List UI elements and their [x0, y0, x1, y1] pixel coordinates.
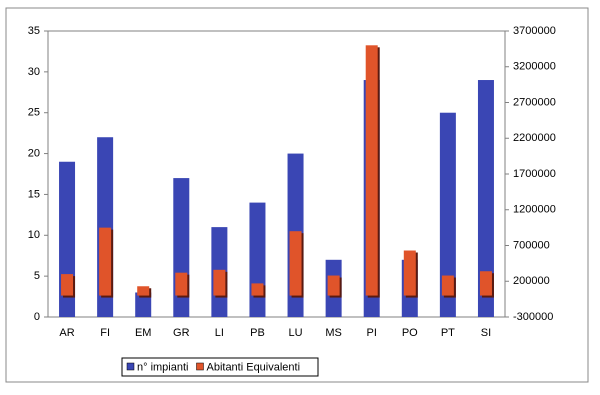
y-tick-label: 25: [28, 107, 40, 119]
bar: [213, 269, 226, 296]
y2-tick-label: 3700000: [513, 25, 556, 37]
y2-tick-label: -300000: [513, 311, 553, 323]
bar: [61, 274, 74, 296]
y2-tick-label: 2200000: [513, 132, 556, 144]
legend-box: [121, 357, 319, 377]
x-tick-label: SI: [481, 327, 491, 339]
y-tick-label: 30: [28, 66, 40, 78]
x-tick-label: LI: [215, 327, 224, 339]
y2-tick-label: 1200000: [513, 204, 556, 216]
x-tick-label: GR: [173, 327, 190, 339]
legend-label: n° impianti: [137, 361, 188, 373]
y-tick-label: 0: [34, 311, 40, 323]
bar: [477, 80, 494, 318]
bar: [251, 283, 264, 296]
y2-tick-label: 200000: [513, 275, 550, 287]
bar: [441, 275, 454, 296]
x-tick-label: AR: [59, 327, 74, 339]
bar: [403, 250, 416, 296]
y2-tick-label: 700000: [513, 239, 550, 251]
x-tick-label: PI: [367, 327, 377, 339]
y-tick-label: 5: [34, 270, 40, 282]
x-tick-label: MS: [325, 327, 342, 339]
x-tick-label: PB: [250, 327, 265, 339]
y-tick-label: 20: [28, 147, 40, 159]
bar: [439, 112, 456, 317]
bar: [175, 272, 188, 296]
bar: [249, 202, 266, 317]
bar: [289, 231, 302, 296]
y-tick-label: 10: [28, 229, 40, 241]
y-tick-label: 15: [28, 188, 40, 200]
x-tick-label: FI: [100, 327, 110, 339]
x-tick-label: PO: [402, 327, 418, 339]
y-tick-label: 35: [28, 25, 40, 37]
y2-tick-label: 3200000: [513, 61, 556, 73]
legend-label: Abitanti Equivalenti: [206, 361, 300, 373]
x-tick-label: PT: [441, 327, 455, 339]
legend: n° impianti Abitanti Equivalenti: [121, 357, 319, 377]
plot-area: [47, 30, 506, 318]
bar: [327, 275, 340, 296]
x-tick-label: LU: [289, 327, 303, 339]
y2-tick-label: 2700000: [513, 96, 556, 108]
y2-tick-label: 1700000: [513, 168, 556, 180]
legend-swatch: [126, 362, 135, 371]
bar: [479, 271, 492, 296]
bar: [137, 286, 150, 296]
legend-swatch: [196, 362, 204, 371]
bar: [135, 292, 152, 317]
bar: [99, 227, 112, 296]
bar: [365, 45, 378, 296]
x-tick-label: EM: [135, 327, 152, 339]
